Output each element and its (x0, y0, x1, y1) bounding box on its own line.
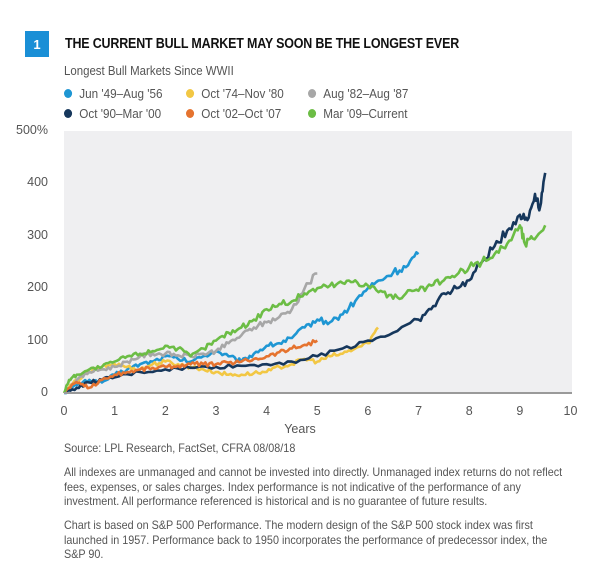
y-tick-label: 100 (27, 332, 48, 347)
y-tick-label: 500% (16, 123, 48, 137)
legend-marker-icon (308, 109, 317, 118)
legend-label: Oct '02–Oct '07 (201, 106, 282, 121)
x-tick-label: 10 (563, 404, 578, 418)
legend-item: Aug '82–Aug '87 (308, 86, 408, 101)
x-tick-label: 6 (364, 404, 372, 418)
x-tick-label: 8 (465, 404, 473, 418)
legend-item: Oct '90–Mar '00 (64, 106, 161, 121)
legend-marker-icon (186, 109, 195, 118)
figure-number-badge: 1 (25, 31, 49, 57)
x-tick-label: 3 (212, 404, 220, 418)
series-line-4 (63, 339, 318, 395)
legend-label: Oct '90–Mar '00 (79, 106, 162, 121)
x-tick-label: 7 (415, 404, 423, 418)
source-note: Source: LPL Research, FactSet, CFRA 08/0… (64, 441, 296, 455)
x-tick-label: 0 (60, 404, 68, 418)
x-tick-label: 5 (313, 404, 321, 418)
chart-title: THE CURRENT BULL MARKET MAY SOON BE THE … (65, 36, 460, 52)
x-tick-label: 9 (516, 404, 524, 418)
chart-subtitle: Longest Bull Markets Since WWII (64, 63, 234, 78)
legend-label: Oct '74–Nov '80 (201, 86, 284, 101)
series-line-3 (63, 172, 547, 395)
methodology-note: Chart is based on S&P 500 Performance. T… (64, 518, 548, 562)
x-tick-label: 4 (263, 404, 271, 418)
y-tick-label: 0 (41, 385, 48, 399)
y-tick-label: 400 (27, 175, 48, 190)
legend-item: Jun '49–Aug '56 (64, 86, 162, 101)
disclaimer-note: All indexes are unmanaged and cannot be … (64, 465, 563, 509)
legend-marker-icon (186, 89, 195, 98)
legend-item: Oct '74–Nov '80 (186, 86, 284, 101)
legend-label: Aug '82–Aug '87 (323, 86, 409, 101)
x-axis-title: Years (284, 422, 316, 436)
y-tick-label: 300 (27, 227, 48, 242)
legend-marker-icon (64, 109, 73, 118)
legend-marker-icon (308, 89, 317, 98)
x-tick-label: 1 (111, 404, 119, 418)
legend-label: Jun '49–Aug '56 (79, 86, 163, 101)
x-tick-label: 2 (161, 404, 169, 418)
legend-marker-icon (64, 89, 73, 98)
legend-label: Mar '09–Current (323, 106, 408, 121)
legend-item: Mar '09–Current (308, 106, 407, 121)
series-line-5 (62, 224, 547, 394)
legend-item: Oct '02–Oct '07 (186, 106, 281, 121)
series-layer (62, 172, 547, 395)
y-tick-label: 200 (27, 280, 48, 295)
